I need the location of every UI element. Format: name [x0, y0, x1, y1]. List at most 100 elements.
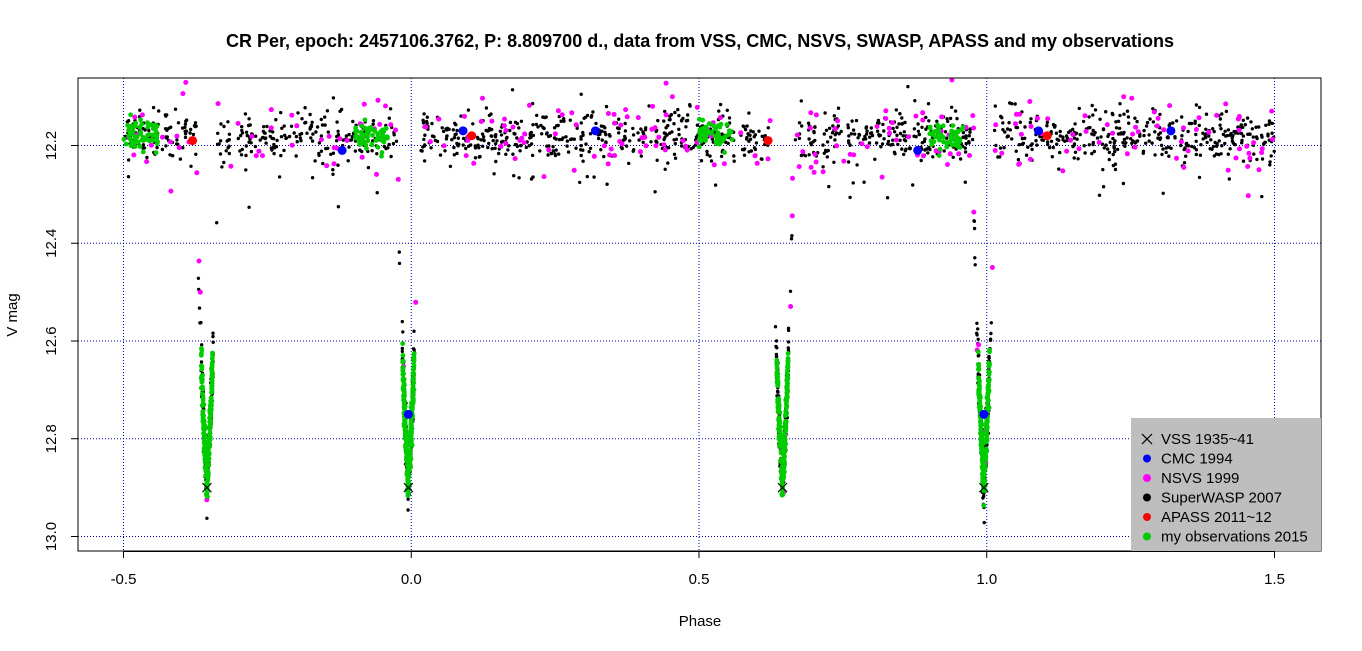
my-observation-point: [209, 360, 215, 366]
nsvs-point: [694, 104, 700, 110]
my-observation-point: [132, 144, 138, 150]
my-observation-point: [127, 129, 133, 135]
nsvs-point: [555, 108, 561, 114]
superwasp-point: [1220, 112, 1224, 116]
my-observation-point: [202, 442, 208, 448]
nsvs-point: [653, 143, 659, 149]
superwasp-point: [536, 125, 540, 129]
my-observation-point: [776, 416, 782, 422]
superwasp-point: [691, 145, 695, 149]
superwasp-point: [138, 108, 142, 112]
nsvs-point: [913, 113, 919, 119]
superwasp-point: [1160, 152, 1164, 157]
nsvs-point: [661, 142, 667, 148]
superwasp-point: [323, 115, 327, 119]
superwasp-point: [557, 137, 562, 142]
superwasp-point: [579, 143, 583, 148]
my-observation-point: [936, 129, 941, 134]
my-observation-point: [408, 428, 414, 434]
superwasp-point: [215, 221, 219, 225]
my-observation-point: [937, 146, 943, 152]
nsvs-point: [510, 124, 516, 130]
superwasp-point: [556, 123, 560, 128]
nsvs-point: [1185, 148, 1191, 154]
superwasp-point: [608, 134, 612, 138]
superwasp-point: [197, 306, 202, 310]
nsvs-point: [1013, 121, 1018, 127]
superwasp-point: [724, 140, 728, 144]
superwasp-point: [199, 360, 204, 364]
my-observation-point: [987, 369, 992, 375]
my-observation-point: [375, 144, 381, 150]
superwasp-point: [319, 117, 323, 122]
superwasp-point: [1108, 140, 1112, 144]
superwasp-point: [789, 237, 794, 241]
my-observation-point: [205, 494, 210, 500]
superwasp-point: [1078, 132, 1082, 137]
superwasp-point: [579, 148, 583, 152]
superwasp-point: [1072, 156, 1076, 160]
my-observation-point: [982, 457, 988, 463]
superwasp-point: [480, 132, 485, 136]
superwasp-point: [799, 99, 803, 103]
superwasp-point: [1045, 124, 1049, 128]
superwasp-point: [238, 149, 242, 153]
my-observation-point: [198, 363, 204, 369]
nsvs-point: [359, 154, 365, 160]
superwasp-point: [317, 141, 322, 145]
superwasp-point: [438, 153, 443, 157]
superwasp-point: [854, 118, 859, 123]
cmc-1994-point: [1166, 126, 1176, 136]
my-observation-point: [784, 370, 790, 376]
nsvs-point: [289, 142, 295, 148]
superwasp-point: [331, 172, 335, 176]
superwasp-point: [797, 121, 802, 125]
my-observation-point: [405, 467, 410, 473]
my-observation-point: [981, 472, 987, 478]
superwasp-point: [164, 144, 168, 148]
superwasp-point: [993, 104, 997, 108]
superwasp-point: [236, 136, 240, 141]
superwasp-point: [963, 150, 968, 154]
my-observation-point: [782, 462, 787, 467]
superwasp-point: [1123, 144, 1127, 148]
nsvs-point: [999, 150, 1005, 156]
superwasp-point: [1199, 143, 1203, 147]
superwasp-point: [528, 136, 532, 140]
superwasp-point: [666, 123, 670, 128]
my-observation-point: [209, 371, 215, 377]
superwasp-point: [1190, 144, 1194, 149]
superwasp-point: [456, 136, 460, 140]
nsvs-point: [1214, 112, 1220, 118]
superwasp-point: [406, 508, 410, 512]
superwasp-point: [676, 107, 680, 112]
superwasp-point: [864, 132, 869, 136]
my-observation-point: [948, 136, 954, 142]
superwasp-point: [473, 156, 478, 160]
nsvs-point: [711, 162, 717, 168]
superwasp-point: [275, 138, 279, 143]
legend-label: APASS 2011~12: [1161, 509, 1272, 526]
superwasp-point: [126, 158, 131, 162]
superwasp-point: [1211, 127, 1215, 131]
nsvs-point: [168, 139, 174, 145]
my-observation-point: [145, 120, 150, 126]
superwasp-point: [906, 84, 910, 89]
nsvs-point: [956, 151, 962, 157]
superwasp-point: [673, 110, 677, 115]
nsvs-point: [605, 111, 611, 116]
superwasp-point: [175, 138, 179, 142]
nsvs-point: [423, 124, 429, 130]
superwasp-point: [807, 137, 811, 141]
my-observation-point: [774, 361, 780, 367]
superwasp-point: [253, 144, 258, 149]
my-observation-point: [123, 141, 129, 147]
my-observation-point: [121, 136, 127, 142]
nsvs-point: [1235, 116, 1241, 122]
superwasp-point: [517, 126, 521, 130]
superwasp-point: [303, 121, 307, 125]
superwasp-point: [1077, 106, 1082, 111]
superwasp-point: [663, 167, 667, 171]
superwasp-point: [599, 124, 604, 128]
superwasp-point: [830, 131, 835, 135]
